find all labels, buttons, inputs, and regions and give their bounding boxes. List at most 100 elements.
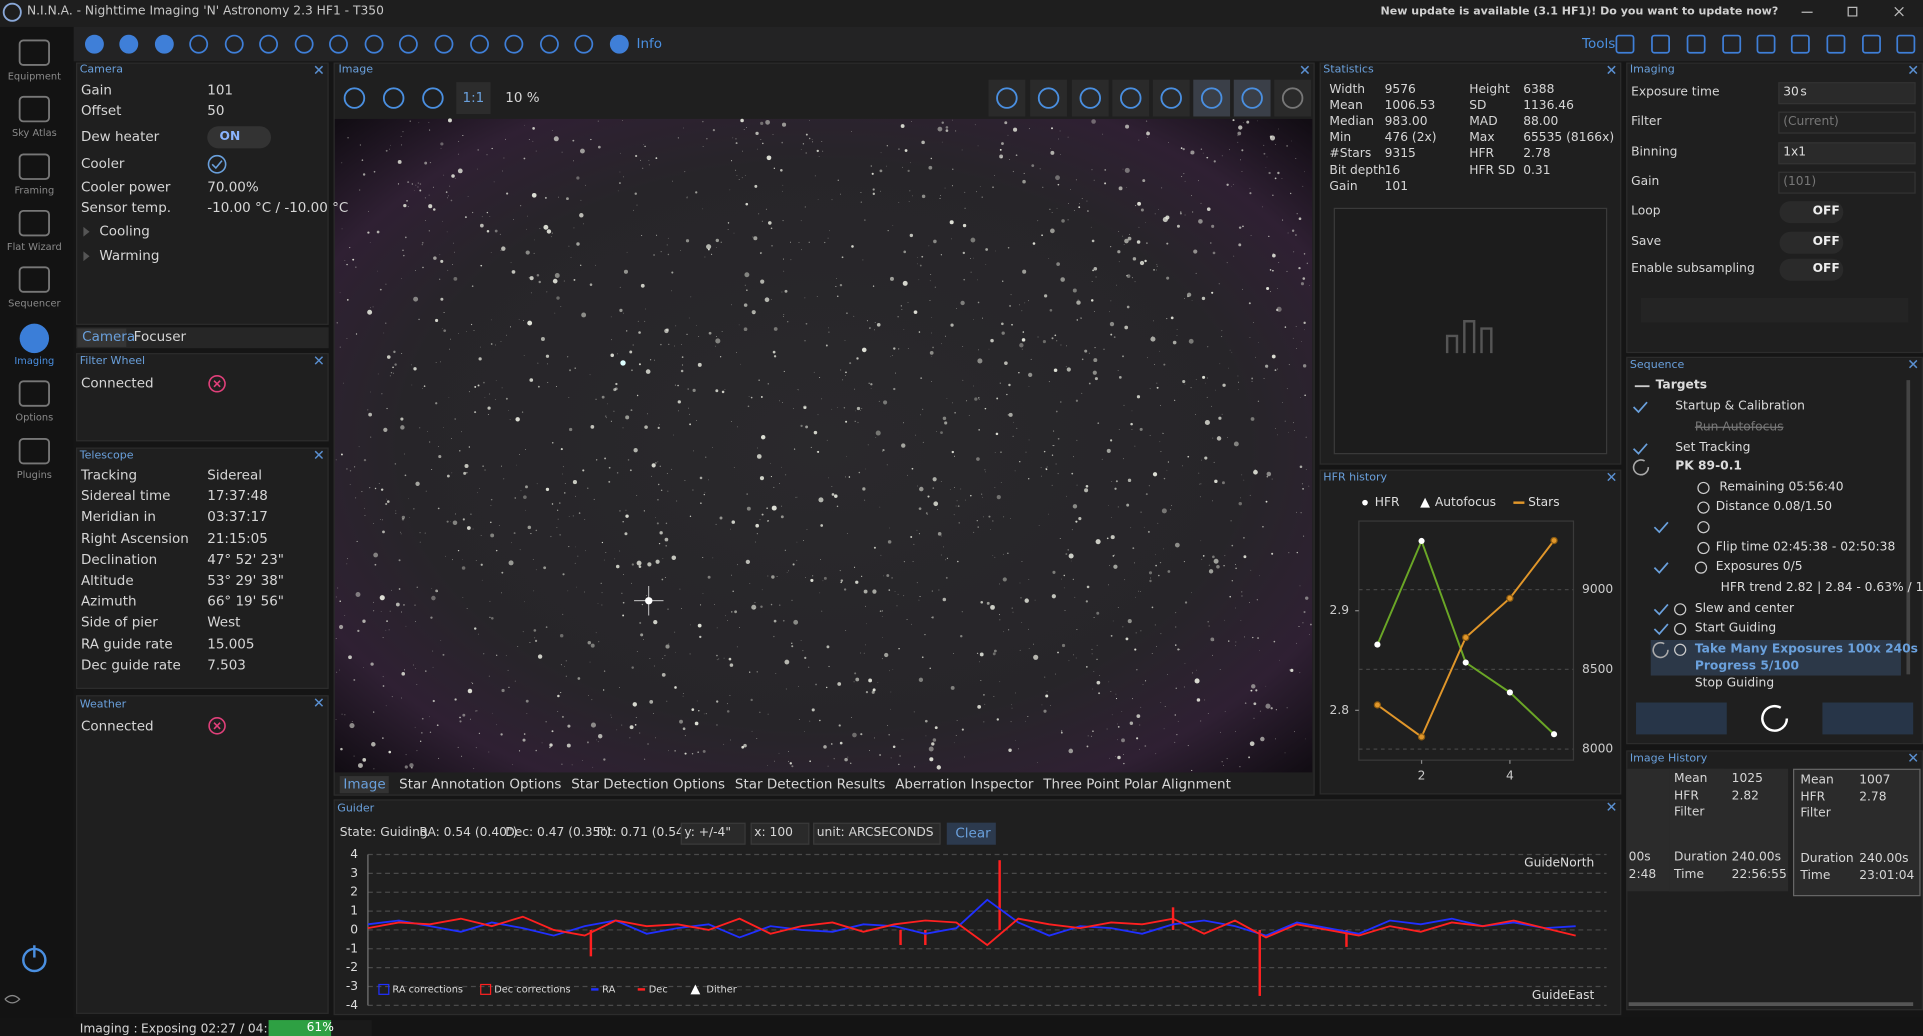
label: Mean <box>1800 773 1834 788</box>
tab[interactable]: Camera <box>82 328 136 345</box>
label: Connected <box>80 718 154 735</box>
label: RA guide rate <box>80 635 173 652</box>
nav-item[interactable]: Framing <box>14 185 55 197</box>
sequence-item[interactable]: Progress 5/100 <box>1694 659 1799 674</box>
toggle[interactable] <box>1779 231 1844 254</box>
sequence-item[interactable]: Targets <box>1655 378 1708 393</box>
item-icon <box>1674 622 1687 636</box>
tab[interactable]: Star Detection Options <box>571 776 726 793</box>
image-tool-button <box>1233 79 1271 117</box>
value: 66° 19' 56" <box>207 593 285 610</box>
tab[interactable]: Star Annotation Options <box>399 776 562 793</box>
correction-bar <box>1258 929 1261 996</box>
close-icon <box>1300 65 1310 75</box>
nav-item[interactable]: Sky Atlas <box>11 127 57 139</box>
sequence-item[interactable]: PK 89-0.1 <box>1675 459 1742 474</box>
y-tick-label: -1 <box>346 941 358 955</box>
label: Dew heater <box>80 128 160 145</box>
label: Azimuth <box>80 593 137 610</box>
input-box[interactable] <box>1778 171 1916 194</box>
sequence-item[interactable]: HFR trend 2.82 | 2.84 - 0.63% / 10 <box>1720 581 1923 595</box>
toggle[interactable] <box>1779 258 1844 281</box>
tab[interactable]: Star Detection Results <box>734 776 886 793</box>
clear-button-label[interactable]: Clear <box>955 825 991 842</box>
nav-item[interactable]: Equipment <box>7 71 61 83</box>
tab[interactable]: Focuser <box>133 328 187 345</box>
toggle[interactable] <box>1779 201 1844 224</box>
value: 22:56:55 <box>1731 868 1787 882</box>
panel-title: Telescope <box>79 449 134 463</box>
nav-item[interactable]: Flat Wizard <box>6 241 62 253</box>
tab[interactable]: Image <box>339 776 390 794</box>
label: Dec guide rate <box>80 656 181 673</box>
tab[interactable]: Aberration Inspector <box>895 776 1034 793</box>
button[interactable] <box>1636 702 1727 735</box>
label: Mean <box>1329 99 1363 113</box>
nav-item[interactable]: Imaging <box>14 355 55 367</box>
toolbar-icon <box>1722 34 1742 54</box>
dropdown[interactable] <box>813 822 941 845</box>
zoom-level: 10 % <box>505 89 540 106</box>
sequence-item[interactable]: Stop Guiding <box>1694 676 1775 691</box>
sequence-item[interactable]: Exposures 0/5 <box>1715 560 1803 574</box>
sequence-item[interactable]: Startup & Calibration <box>1675 399 1805 414</box>
toolbar-icon <box>504 34 524 54</box>
expander[interactable]: Warming <box>99 247 160 264</box>
progress-bar <box>268 1020 332 1036</box>
toggle[interactable] <box>207 126 272 149</box>
dropdown[interactable] <box>680 822 746 845</box>
value: 21:15:05 <box>207 530 268 547</box>
input-box[interactable] <box>1778 142 1916 165</box>
data-point <box>1550 731 1558 738</box>
y2-tick-label: 8500 <box>1582 662 1613 676</box>
toolbar-tools[interactable]: Tools <box>1582 35 1616 52</box>
update-notice[interactable]: New update is available (3.1 HF1)! Do yo… <box>1380 6 1779 19</box>
image-tool-icon <box>1160 87 1182 109</box>
label: 2:48 <box>1628 868 1657 882</box>
y-tick-label: 1 <box>350 904 358 918</box>
image-tool-button <box>1071 79 1109 117</box>
y-tick-label: 0 <box>350 922 358 936</box>
nav-item[interactable]: Sequencer <box>8 297 61 309</box>
value: 23:01:04 <box>1859 869 1915 883</box>
tab[interactable]: Three Point Polar Alignment <box>1043 776 1231 793</box>
expander[interactable]: Cooling <box>99 223 150 240</box>
zoom-1to1[interactable]: 1:1 <box>462 89 485 106</box>
input-box[interactable] <box>1778 82 1916 105</box>
value: 6388 <box>1523 83 1555 97</box>
clear-button[interactable] <box>946 822 996 845</box>
image-tool-icon <box>996 87 1018 109</box>
sequence-item[interactable]: Start Guiding <box>1694 621 1777 636</box>
sequence-item[interactable]: Flip time 02:45:38 - 02:50:38 <box>1715 540 1896 555</box>
label: Sidereal time <box>80 488 171 505</box>
label: HFR SD <box>1469 163 1516 178</box>
sequence-item[interactable]: Take Many Exposures 100x 240s <box>1694 642 1918 656</box>
nav-icon <box>18 95 50 123</box>
nav-item[interactable]: Plugins <box>16 469 52 481</box>
sequence-item[interactable]: Slew and center <box>1694 601 1794 616</box>
data-point <box>1417 733 1426 741</box>
nav-item[interactable]: Options <box>15 411 54 423</box>
sequence-item[interactable]: Set Tracking <box>1675 441 1751 455</box>
toolbar-info[interactable]: Info <box>636 35 663 52</box>
nav-icon <box>18 209 50 237</box>
correction-bar <box>1345 929 1348 947</box>
close-icon <box>314 65 324 75</box>
sequence-item[interactable]: Run Autofocus <box>1694 420 1784 435</box>
status-icon <box>213 380 221 388</box>
status-icon <box>213 722 221 730</box>
dropdown[interactable] <box>750 822 810 845</box>
button[interactable] <box>1822 702 1914 735</box>
value: 47° 52' 23" <box>207 551 285 568</box>
sequence-item[interactable]: Distance 0.08/1.50 <box>1715 500 1833 514</box>
input-box[interactable] <box>1778 111 1916 134</box>
value: 476 (2x) <box>1384 131 1437 146</box>
sequence-item[interactable]: Remaining 05:56:40 <box>1719 480 1844 495</box>
value: 2.78 <box>1523 147 1551 162</box>
dropdown-value: x: 100 <box>754 826 793 840</box>
toolbar-icon <box>329 34 348 54</box>
zoom-button <box>382 87 405 109</box>
start-button[interactable] <box>1640 297 1909 323</box>
zoom-button <box>422 87 444 109</box>
